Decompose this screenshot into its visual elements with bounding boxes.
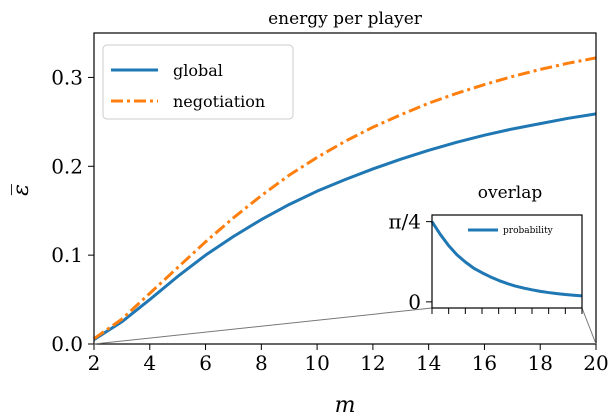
- x-axis-label: m: [335, 393, 356, 418]
- zoom-indicator: [93, 307, 597, 345]
- y-tick-label: 0.3: [51, 65, 83, 89]
- inset-y-tick-label: 0: [408, 290, 421, 314]
- x-tick-label: 8: [255, 351, 268, 375]
- main-plot-area: 2 4 6 8 10 12 14 16 18 20 0.0 0.1 0.2 0.3: [51, 32, 609, 375]
- zoom-connector-right: [581, 307, 597, 345]
- axes-frame: [93, 32, 597, 345]
- x-tick-label: 12: [360, 351, 385, 375]
- x-tick-label: 10: [304, 351, 329, 375]
- x-tick-label: 16: [472, 351, 497, 375]
- inset-legend-label-probability: probability: [503, 226, 554, 236]
- x-tick-label: 4: [143, 351, 156, 375]
- y-tick-label: 0.2: [51, 154, 83, 178]
- legend: global negotiation: [102, 44, 294, 120]
- inset-series-line-probability: [430, 220, 583, 298]
- x-tick-label: 18: [527, 351, 552, 375]
- inset-plot-area: 0 π/4: [388, 210, 583, 314]
- y-axis-label: ε̅: [9, 184, 34, 196]
- x-tick-label: 20: [583, 351, 608, 375]
- inset-axes-frame: [431, 214, 583, 309]
- series-line-global: [93, 112, 597, 341]
- x-tick-label: 6: [199, 351, 212, 375]
- legend-label-negotiation: negotiation: [173, 92, 265, 111]
- inset-title: overlap: [478, 183, 543, 203]
- inset-y-tick-label: π/4: [388, 210, 421, 234]
- chart-title: energy per player: [268, 9, 423, 29]
- x-tick-label: 2: [88, 351, 101, 375]
- legend-label-global: global: [173, 61, 223, 80]
- inset-legend: probability: [468, 226, 554, 236]
- x-tick-label: 14: [416, 351, 441, 375]
- y-tick-label: 0.0: [51, 332, 83, 356]
- y-tick-label: 0.1: [51, 243, 83, 267]
- zoom-connector-left: [93, 307, 433, 345]
- series-line-negotiation: [93, 56, 597, 340]
